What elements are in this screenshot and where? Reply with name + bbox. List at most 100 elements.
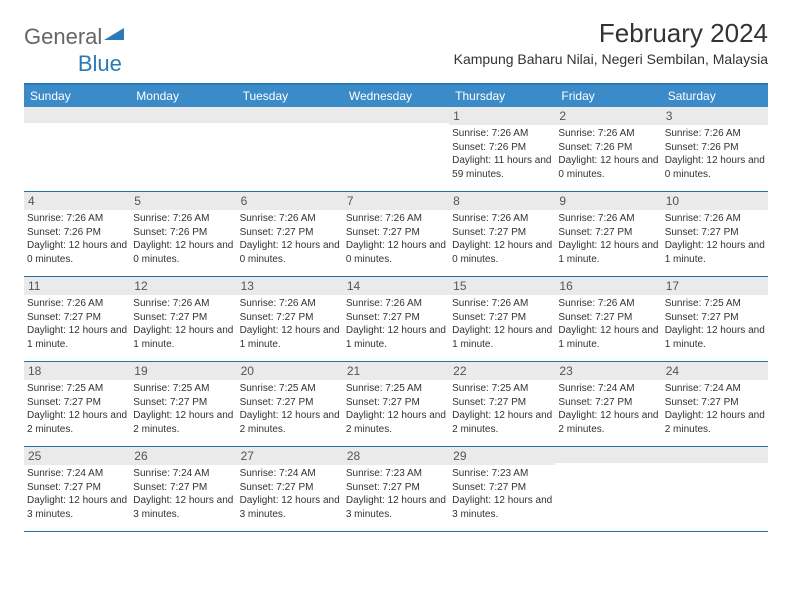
day-cell: 20 Sunrise: 7:25 AMSunset: 7:27 PMDayligh… [237,362,343,446]
day-info: Sunrise: 7:23 AMSunset: 7:27 PMDaylight:… [452,467,552,521]
day-info: Sunrise: 7:25 AMSunset: 7:27 PMDaylight:… [665,297,765,351]
day-cell: 18 Sunrise: 7:25 AMSunset: 7:27 PMDayligh… [24,362,130,446]
day-cell: 23Sunrise: 7:24 AMSunset: 7:27 PMDayligh… [555,362,661,446]
sunrise-text: Sunrise: 7:25 AM [452,382,552,396]
day-number: 16 [555,277,661,295]
sunset-text: Sunset: 7:27 PM [27,481,127,495]
calendar-grid: Sunday Monday Tuesday Wednesday Thursday… [24,83,768,532]
sunset-text: Sunset: 7:26 PM [665,141,765,155]
daylight-text: Daylight: 12 hours and 0 minutes. [240,239,340,266]
daylight-text: Daylight: 12 hours and 1 minute. [133,324,233,351]
day-cell: 29 Sunrise: 7:23 AMSunset: 7:27 PMDayligh… [449,447,555,531]
daylight-text: Daylight: 12 hours and 1 minute. [27,324,127,351]
sunset-text: Sunset: 7:26 PM [133,226,233,240]
sunrise-text: Sunrise: 7:24 AM [558,382,658,396]
day-info: Sunrise: 7:26 AMSunset: 7:26 PMDaylight:… [665,127,765,181]
daylight-text: Daylight: 12 hours and 1 minute. [240,324,340,351]
day-number: 15 [449,277,555,295]
sunset-text: Sunset: 7:27 PM [133,396,233,410]
day-number: 6 [237,192,343,210]
day-cell: 10Sunrise: 7:26 AMSunset: 7:27 PMDayligh… [662,192,768,276]
day-cell: 4Sunrise: 7:26 AMSunset: 7:26 PMDaylight… [24,192,130,276]
daylight-text: Daylight: 12 hours and 1 minute. [665,324,765,351]
sunrise-text: Sunrise: 7:26 AM [452,212,552,226]
day-number: 18 [24,362,130,380]
sunset-text: Sunset: 7:27 PM [240,396,340,410]
daylight-text: Daylight: 12 hours and 2 minutes. [240,409,340,436]
day-number: 24 [662,362,768,380]
day-cell: 26Sunrise: 7:24 AMSunset: 7:27 PMDayligh… [130,447,236,531]
sunset-text: Sunset: 7:27 PM [240,311,340,325]
dayhead-sat: Saturday [662,85,768,107]
day-cell [130,107,236,191]
sunrise-text: Sunrise: 7:26 AM [558,127,658,141]
day-number: 17 [662,277,768,295]
sunset-text: Sunset: 7:27 PM [665,226,765,240]
day-number: 7 [343,192,449,210]
day-cell: 25 Sunrise: 7:24 AMSunset: 7:27 PMDayligh… [24,447,130,531]
daylight-text: Daylight: 12 hours and 3 minutes. [452,494,552,521]
day-number: 28 [343,447,449,465]
day-number: 11 [24,277,130,295]
sunrise-text: Sunrise: 7:25 AM [240,382,340,396]
day-cell [555,447,661,531]
day-cell: 1Sunrise: 7:26 AMSunset: 7:26 PMDaylight… [449,107,555,191]
day-info: Sunrise: 7:25 AMSunset: 7:27 PMDaylight:… [240,382,340,436]
day-cell: 17 Sunrise: 7:25 AMSunset: 7:27 PMDayligh… [662,277,768,361]
daylight-text: Daylight: 12 hours and 1 minute. [558,239,658,266]
sunrise-text: Sunrise: 7:26 AM [452,127,552,141]
sunrise-text: Sunrise: 7:23 AM [452,467,552,481]
daylight-text: Daylight: 12 hours and 2 minutes. [346,409,446,436]
sunset-text: Sunset: 7:27 PM [27,396,127,410]
sunrise-text: Sunrise: 7:25 AM [27,382,127,396]
sunset-text: Sunset: 7:27 PM [452,226,552,240]
day-cell: 22Sunrise: 7:25 AMSunset: 7:27 PMDayligh… [449,362,555,446]
brand-logo: General [24,18,124,50]
day-cell: 21Sunrise: 7:25 AMSunset: 7:27 PMDayligh… [343,362,449,446]
sunrise-text: Sunrise: 7:26 AM [665,212,765,226]
sunrise-text: Sunrise: 7:23 AM [346,467,446,481]
daylight-text: Daylight: 12 hours and 2 minutes. [27,409,127,436]
day-info: Sunrise: 7:23 AMSunset: 7:27 PMDaylight:… [346,467,446,521]
sunrise-text: Sunrise: 7:26 AM [240,297,340,311]
week-row: 11Sunrise: 7:26 AMSunset: 7:27 PMDayligh… [24,277,768,362]
day-cell: 9Sunrise: 7:26 AMSunset: 7:27 PMDaylight… [555,192,661,276]
sunset-text: Sunset: 7:27 PM [665,396,765,410]
day-cell [24,107,130,191]
sunrise-text: Sunrise: 7:26 AM [452,297,552,311]
day-number: 29 [449,447,555,465]
day-number: 2 [555,107,661,125]
day-info: Sunrise: 7:26 AMSunset: 7:27 PMDaylight:… [665,212,765,266]
sunrise-text: Sunrise: 7:24 AM [240,467,340,481]
day-cell: 16 Sunrise: 7:26 AMSunset: 7:27 PMDayligh… [555,277,661,361]
day-number: 23 [555,362,661,380]
sunrise-text: Sunrise: 7:26 AM [346,297,446,311]
daylight-text: Daylight: 12 hours and 2 minutes. [133,409,233,436]
dayhead-thu: Thursday [449,85,555,107]
day-cell [343,107,449,191]
daylight-text: Daylight: 12 hours and 3 minutes. [27,494,127,521]
calendar-page: General February 2024 Kampung Baharu Nil… [0,0,792,532]
day-info: Sunrise: 7:26 AMSunset: 7:27 PMDaylight:… [240,297,340,351]
day-number: 3 [662,107,768,125]
day-cell [237,107,343,191]
sunset-text: Sunset: 7:27 PM [452,311,552,325]
day-info: Sunrise: 7:26 AMSunset: 7:27 PMDaylight:… [558,297,658,351]
day-info: Sunrise: 7:26 AMSunset: 7:27 PMDaylight:… [133,297,233,351]
sunset-text: Sunset: 7:27 PM [240,481,340,495]
brand-logo-line2: GeneBlue [24,51,768,77]
daylight-text: Daylight: 12 hours and 2 minutes. [558,409,658,436]
sunrise-text: Sunrise: 7:25 AM [665,297,765,311]
day-info: Sunrise: 7:25 AMSunset: 7:27 PMDaylight:… [133,382,233,436]
daylight-text: Daylight: 12 hours and 0 minutes. [558,154,658,181]
day-number: 20 [237,362,343,380]
day-info: Sunrise: 7:25 AMSunset: 7:27 PMDaylight:… [27,382,127,436]
dayhead-mon: Monday [130,85,236,107]
day-info: Sunrise: 7:24 AMSunset: 7:27 PMDaylight:… [27,467,127,521]
day-number: 25 [24,447,130,465]
daylight-text: Daylight: 12 hours and 0 minutes. [452,239,552,266]
day-cell [662,447,768,531]
day-info: Sunrise: 7:26 AMSunset: 7:26 PMDaylight:… [27,212,127,266]
day-info: Sunrise: 7:24 AMSunset: 7:27 PMDaylight:… [240,467,340,521]
sunset-text: Sunset: 7:27 PM [27,311,127,325]
